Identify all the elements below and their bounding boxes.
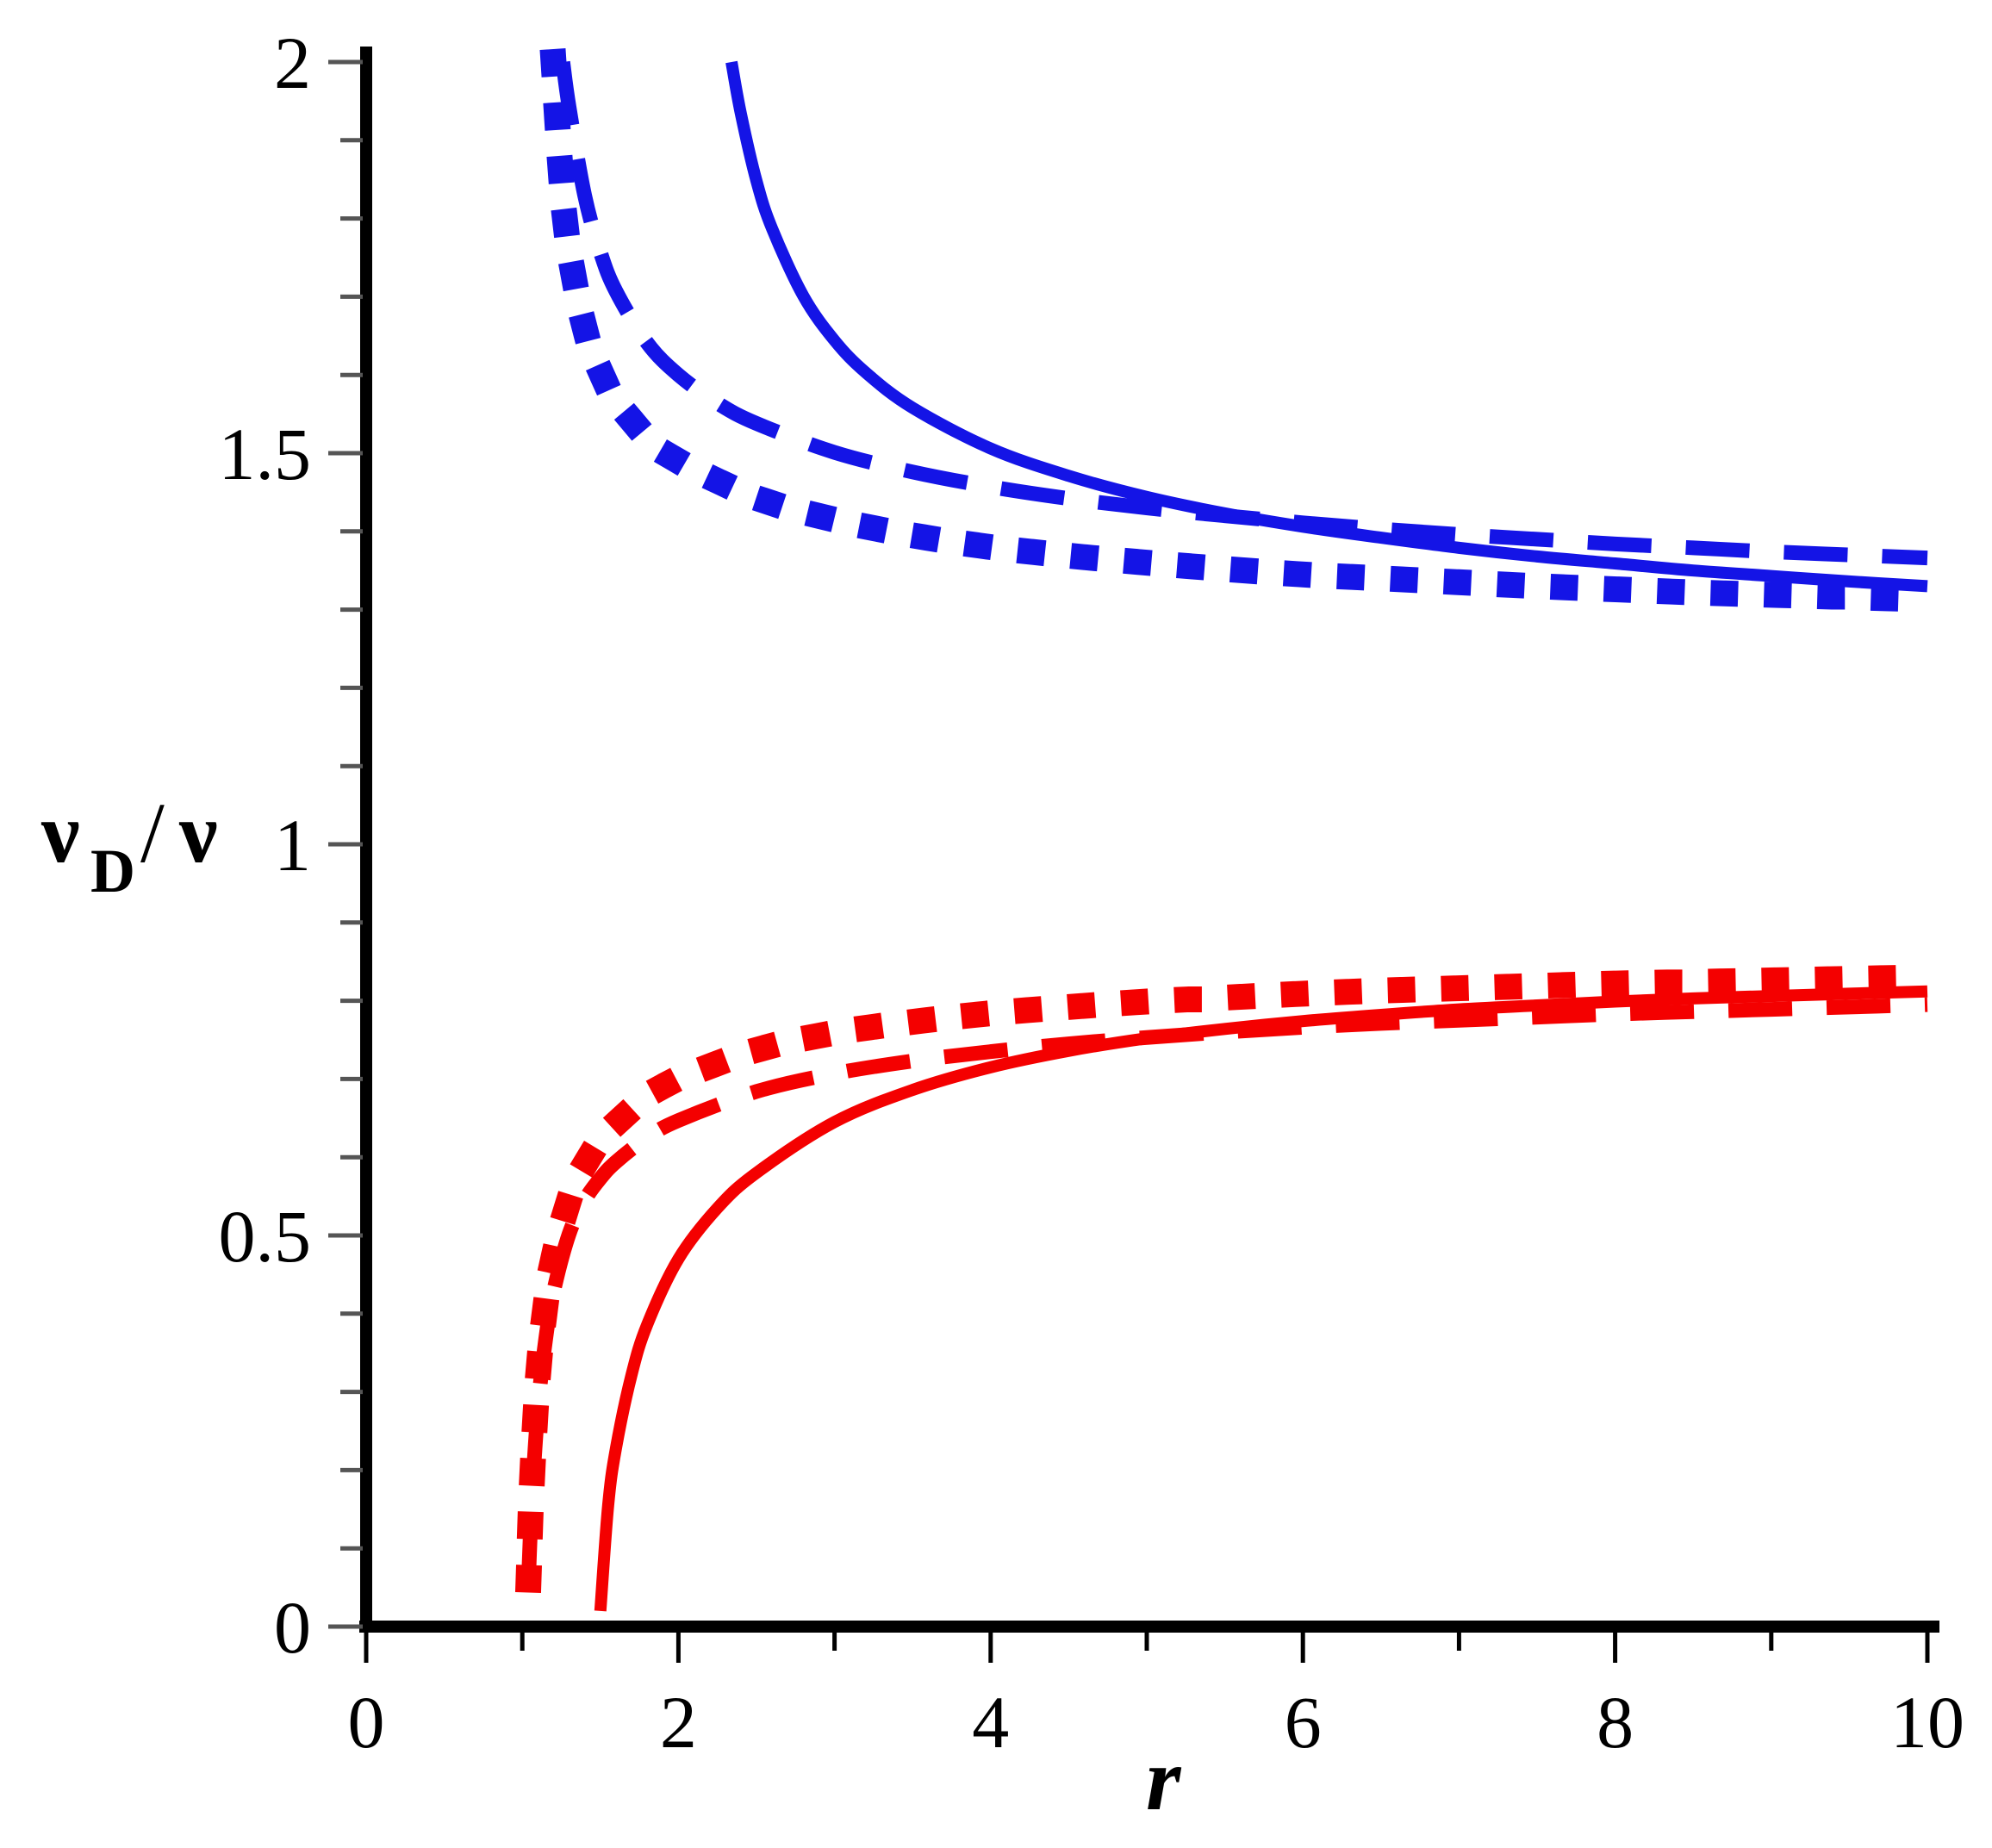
series-lower-dotted — [514, 964, 1941, 1594]
y-tick-label: 1 — [274, 804, 311, 887]
y-tick-label: 1.5 — [219, 413, 312, 495]
chart-curves-group — [514, 48, 1941, 1612]
chart-tick-labels-group: 0 2 4 6 8 10 0 0.5 1 1.5 2 — [219, 22, 1965, 1764]
y-axis-title-nu2: ν — [178, 785, 218, 880]
x-tick-label: 10 — [1890, 1681, 1964, 1764]
series-lower-dashed — [520, 997, 1928, 1580]
y-tick-label: 2 — [274, 22, 311, 104]
x-tick-label: 0 — [348, 1681, 385, 1764]
y-tick-label: 0.5 — [219, 1195, 312, 1278]
y-axis-title-subscript-d: D — [90, 837, 135, 905]
y-axis-title-nu: ν — [40, 785, 80, 880]
x-axis-title: r — [1146, 1730, 1182, 1829]
x-tick-label: 6 — [1285, 1681, 1322, 1764]
series-upper-dotted — [539, 48, 1941, 613]
x-tick-label: 8 — [1597, 1681, 1634, 1764]
chart-axes-group — [328, 47, 1939, 1663]
series-upper-solid — [725, 60, 1928, 593]
y-axis-title-slash: / — [140, 785, 165, 880]
x-tick-label: 2 — [660, 1681, 697, 1764]
y-tick-label: 0 — [274, 1586, 311, 1669]
x-tick-label: 4 — [972, 1681, 1009, 1764]
y-axis-title: ν D / ν — [40, 785, 218, 905]
series-upper-dashed — [555, 60, 1928, 566]
